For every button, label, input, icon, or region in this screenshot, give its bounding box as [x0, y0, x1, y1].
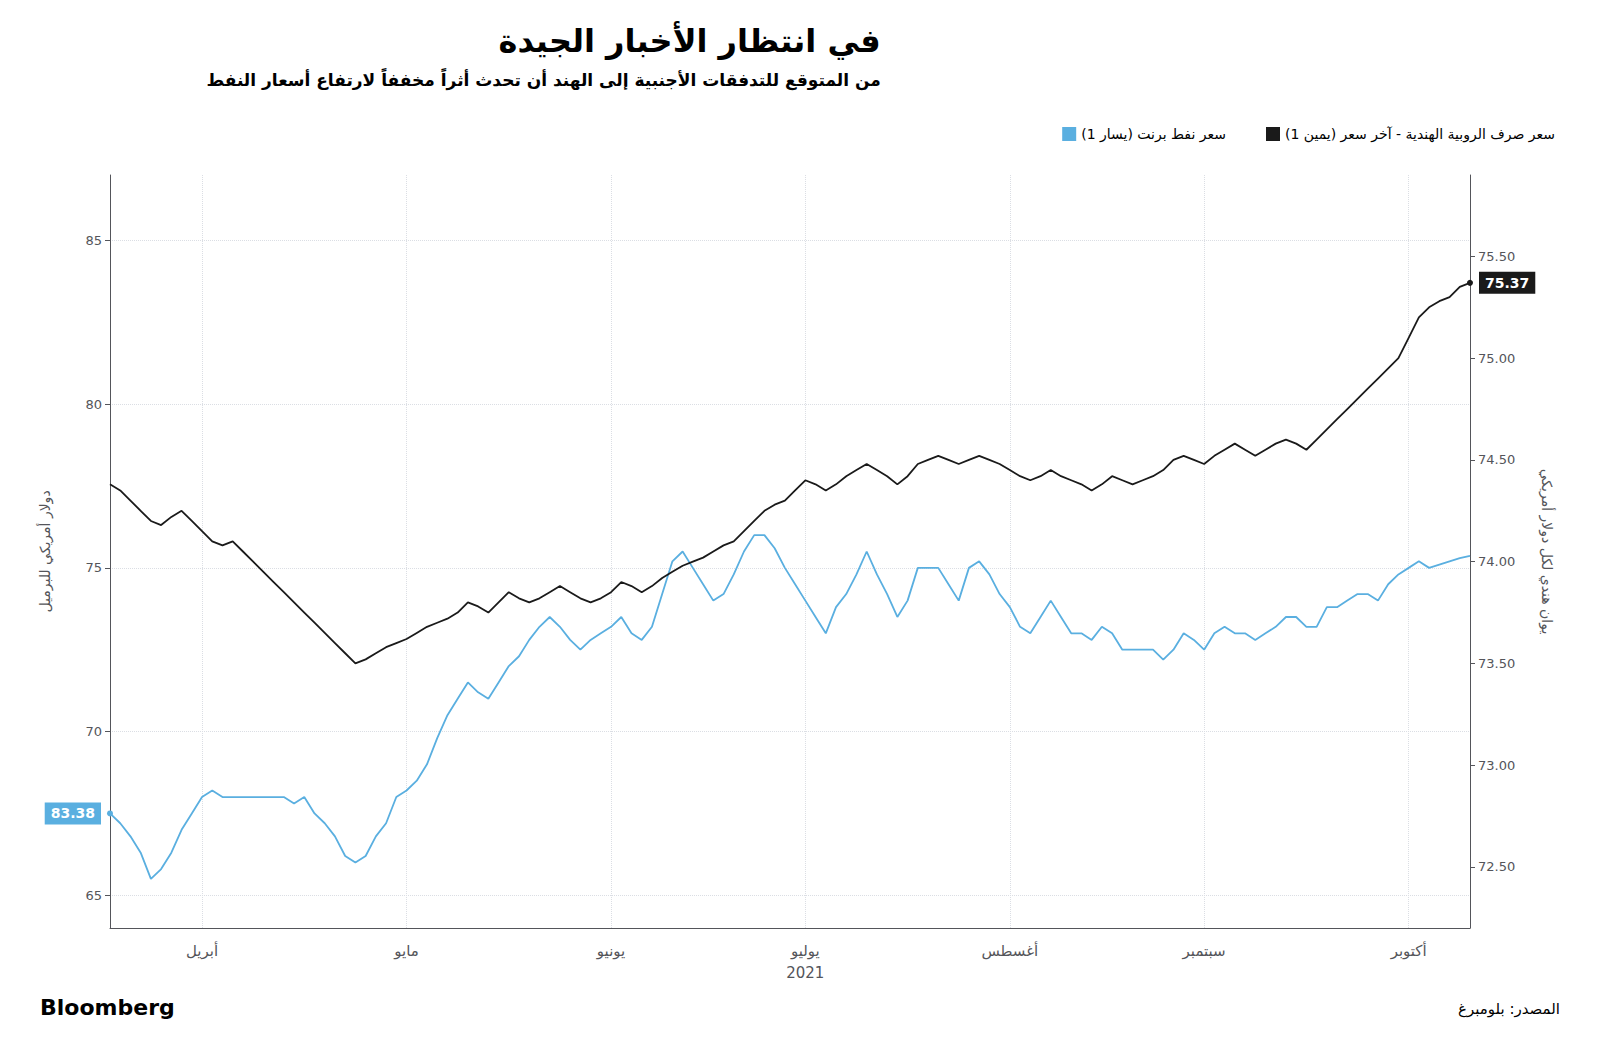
svg-text:Bloomberg: Bloomberg — [40, 995, 175, 1020]
svg-text:أبريل: أبريل — [186, 941, 218, 960]
svg-text:73.50: 73.50 — [1478, 656, 1515, 671]
svg-text:72.50: 72.50 — [1478, 859, 1515, 874]
svg-text:74.50: 74.50 — [1478, 452, 1515, 467]
svg-text:80: 80 — [85, 397, 102, 412]
svg-text:70: 70 — [85, 724, 102, 739]
svg-text:75.00: 75.00 — [1478, 351, 1515, 366]
svg-text:73.00: 73.00 — [1478, 758, 1515, 773]
svg-text:75.50: 75.50 — [1478, 249, 1515, 264]
svg-text:أغسطس: أغسطس — [981, 941, 1038, 960]
svg-text:المصدر: بلومبرغ: المصدر: بلومبرغ — [1458, 1000, 1560, 1018]
svg-text:سعر صرف الروبية الهندية - آخر: سعر صرف الروبية الهندية - آخر سعر (يمين … — [1285, 126, 1555, 143]
svg-text:83.38: 83.38 — [51, 805, 95, 821]
svg-text:يوليو: يوليو — [790, 942, 820, 960]
svg-text:74.00: 74.00 — [1478, 554, 1515, 569]
svg-text:يونيو: يونيو — [596, 942, 625, 960]
svg-text:يوان هندي لكل دولار أمريكي: يوان هندي لكل دولار أمريكي — [1538, 469, 1556, 635]
svg-text:مايو: مايو — [393, 942, 419, 960]
svg-text:سعر نفط برنت (يسار 1): سعر نفط برنت (يسار 1) — [1081, 126, 1226, 143]
svg-text:في انتظار الأخبار الجيدة: في انتظار الأخبار الجيدة — [498, 21, 880, 60]
svg-text:من المتوقع للتدفقات الأجنبية إ: من المتوقع للتدفقات الأجنبية إلى الهند أ… — [206, 67, 880, 91]
svg-text:75: 75 — [85, 560, 102, 575]
svg-text:سبتمبر: سبتمبر — [1182, 942, 1226, 960]
svg-text:75.37: 75.37 — [1485, 275, 1529, 291]
svg-text:دولار أمريكي للبرميل: دولار أمريكي للبرميل — [36, 490, 54, 612]
svg-text:65: 65 — [85, 888, 102, 903]
svg-text:2021: 2021 — [786, 964, 824, 982]
svg-text:أكتوبر: أكتوبر — [1390, 941, 1427, 960]
svg-text:85: 85 — [85, 233, 102, 248]
